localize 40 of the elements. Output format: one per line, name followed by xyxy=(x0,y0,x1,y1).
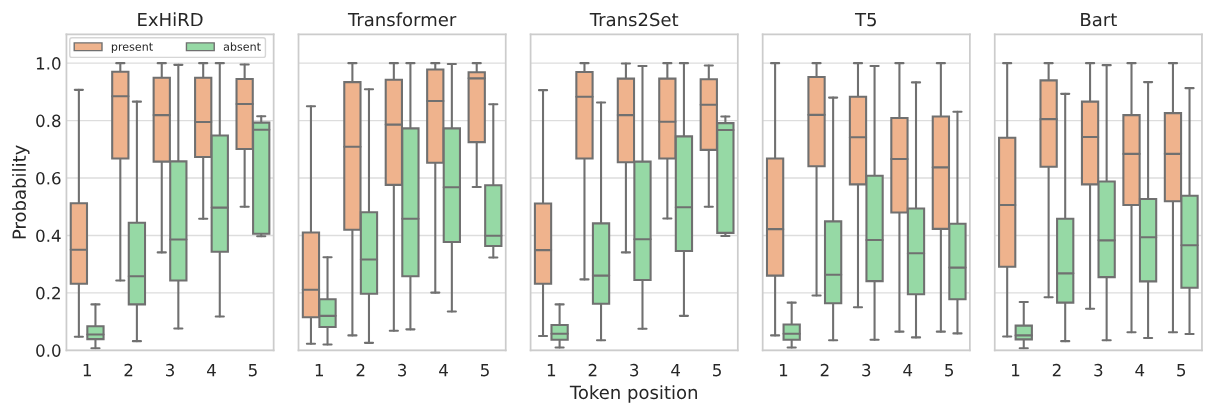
x-tick-label: 2 xyxy=(588,363,597,377)
y-tick-label: 0.6 xyxy=(36,171,61,185)
x-tick-label: 4 xyxy=(207,364,216,377)
x-tick-label: 2 xyxy=(356,363,365,377)
x-tick-label: 5 xyxy=(713,364,721,377)
y-axis-title: Probability xyxy=(12,145,30,239)
x-tick-label: 1 xyxy=(315,364,323,377)
x-tick-label: 2 xyxy=(820,363,829,377)
x-tick-label: 5 xyxy=(945,364,954,377)
x-tick-label: 1 xyxy=(779,364,788,377)
chart-title: Transformer xyxy=(347,12,457,27)
x-tick-label: 3 xyxy=(862,363,871,377)
x-tick-label: 4 xyxy=(671,364,681,377)
x-tick-label: 5 xyxy=(480,364,489,377)
x-tick-label: 5 xyxy=(1177,364,1186,377)
x-tick-label: 3 xyxy=(1094,363,1103,377)
x-tick-label: 1 xyxy=(1012,364,1020,377)
legend-label: present xyxy=(111,42,153,53)
y-tick-label: 0.4 xyxy=(36,229,61,243)
x-tick-label: 4 xyxy=(903,364,913,377)
y-tick-label: 0.0 xyxy=(36,344,61,357)
chart-title: ExHiRD xyxy=(138,12,203,27)
y-tick-label: 0.8 xyxy=(36,114,61,128)
x-tick-label: 1 xyxy=(547,364,556,377)
x-tick-label: 4 xyxy=(439,364,448,377)
x-tick-label: 2 xyxy=(1052,363,1061,377)
x-tick-label: 3 xyxy=(630,363,639,377)
x-axis-title: Token position xyxy=(569,385,697,403)
chart-title: Trans2Set xyxy=(589,12,679,27)
chart-title: T5 xyxy=(854,12,876,27)
x-tick-label: 4 xyxy=(1135,364,1145,377)
x-tick-label: 3 xyxy=(398,363,407,377)
x-tick-label: 5 xyxy=(248,364,257,377)
y-tick-label: 1.0 xyxy=(36,57,61,70)
x-tick-label: 2 xyxy=(124,363,133,377)
x-tick-label: 1 xyxy=(83,364,91,377)
legend-label: absent xyxy=(223,42,261,51)
chart-title: Bart xyxy=(1081,12,1117,27)
y-tick-label: 0.2 xyxy=(36,286,60,300)
x-tick-label: 3 xyxy=(166,363,175,377)
